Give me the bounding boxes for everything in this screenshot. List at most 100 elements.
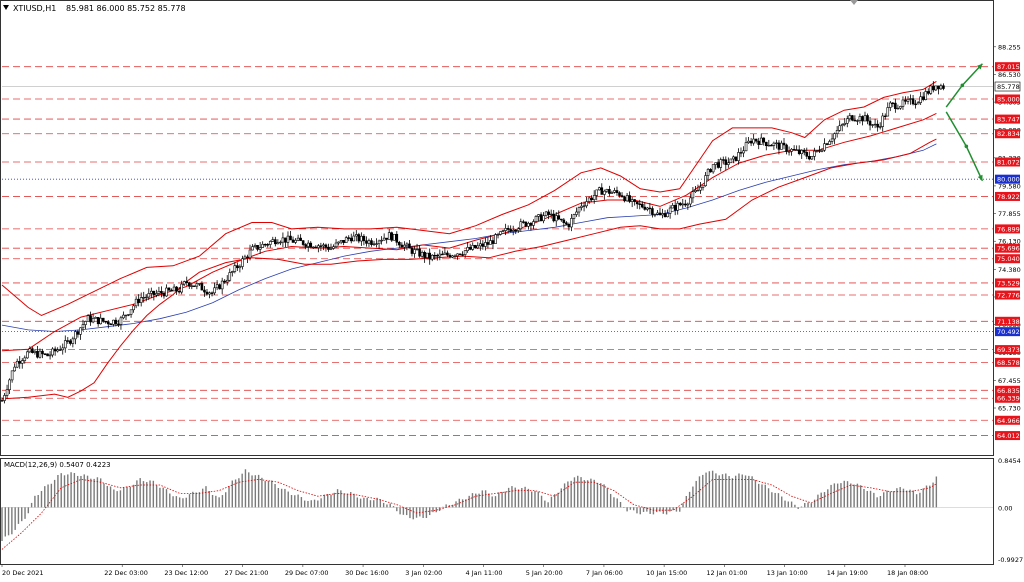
candle-body bbox=[625, 195, 629, 202]
candle-body bbox=[0, 400, 4, 402]
level-price-tag bbox=[995, 129, 1020, 139]
candle-body bbox=[797, 149, 801, 155]
candle-body bbox=[853, 119, 857, 122]
candle-body bbox=[106, 321, 110, 325]
time-tick-label: 4 Jan 11:00 bbox=[466, 569, 503, 577]
candle-body bbox=[871, 124, 874, 126]
level-price-tag-label: 70.492 bbox=[997, 328, 1020, 336]
level-price-tag-label: 72.776 bbox=[997, 292, 1020, 300]
arrow-head bbox=[976, 63, 983, 70]
candle-body bbox=[527, 222, 530, 227]
candle-body bbox=[403, 244, 406, 248]
candle-body bbox=[653, 214, 657, 216]
candle-body bbox=[549, 213, 553, 216]
candle-body bbox=[46, 353, 49, 357]
candle-body bbox=[724, 159, 728, 165]
candle-body bbox=[150, 290, 153, 294]
candle-body bbox=[929, 85, 933, 94]
candle-body bbox=[554, 215, 558, 222]
candle-body bbox=[334, 242, 338, 248]
candle-body bbox=[56, 349, 59, 352]
candle-body bbox=[63, 340, 67, 349]
candle-body bbox=[638, 203, 642, 205]
candle-body bbox=[823, 143, 826, 151]
candle-body bbox=[261, 243, 264, 248]
candle-body bbox=[704, 175, 707, 187]
level-price-tag-label: 64.966 bbox=[997, 417, 1020, 425]
candle-body bbox=[299, 237, 302, 241]
candle-body bbox=[58, 349, 62, 351]
candle-body bbox=[410, 247, 414, 254]
dropdown-icon[interactable] bbox=[3, 5, 9, 10]
candle-body bbox=[782, 142, 786, 146]
price-tick-label: 65.730 bbox=[998, 405, 1021, 413]
level-price-tag bbox=[995, 290, 1020, 300]
candle-body bbox=[830, 138, 834, 142]
candle-body bbox=[400, 244, 404, 248]
candle-body bbox=[544, 211, 548, 216]
candle-body bbox=[76, 331, 80, 335]
candle-body bbox=[466, 247, 469, 251]
candle-body bbox=[835, 130, 839, 134]
candle-body bbox=[243, 256, 247, 260]
candle-body bbox=[284, 237, 287, 243]
time-tick-label: 29 Dec 07:00 bbox=[285, 569, 329, 577]
candle-body bbox=[446, 252, 449, 256]
candle-body bbox=[567, 223, 571, 228]
candle-body bbox=[808, 156, 811, 160]
arrow-midpoint bbox=[960, 83, 965, 88]
candle-body bbox=[539, 214, 543, 222]
current-price-tag-label: 85.778 bbox=[997, 83, 1020, 91]
candle-body bbox=[828, 141, 831, 145]
candle-body bbox=[165, 287, 168, 297]
candle-body bbox=[112, 319, 115, 325]
candle-body bbox=[597, 187, 601, 191]
level-price-tag-label: 64.012 bbox=[997, 432, 1020, 440]
candle-body bbox=[13, 366, 16, 372]
candle-body bbox=[876, 123, 879, 128]
candle-body bbox=[433, 254, 437, 257]
level-price-tag-label: 87.015 bbox=[997, 63, 1020, 71]
time-axis[interactable]: 20 Dec 2021 22 Dec 03:00 23 Dec 12:00 27 De… bbox=[1, 564, 928, 577]
macd-histogram bbox=[1, 469, 993, 550]
candle-body bbox=[932, 85, 935, 91]
candle-body bbox=[448, 254, 452, 258]
candle-body bbox=[398, 242, 401, 246]
time-tick-label: 23 Dec 12:00 bbox=[164, 569, 208, 577]
candle-body bbox=[36, 350, 39, 358]
candle-body bbox=[729, 158, 733, 164]
candle-body bbox=[122, 314, 125, 319]
candle-body bbox=[28, 348, 32, 353]
candle-body bbox=[737, 152, 740, 161]
candle-body bbox=[489, 240, 492, 245]
candle-body bbox=[461, 254, 464, 256]
candle-body bbox=[306, 242, 310, 247]
macd-signal-line bbox=[1, 478, 937, 550]
chart-shift-marker-icon[interactable] bbox=[850, 0, 858, 5]
candle-body bbox=[155, 293, 158, 296]
candle-body bbox=[603, 190, 606, 195]
time-tick-label: 10 Jan 15:00 bbox=[646, 569, 687, 577]
candle-body bbox=[694, 189, 697, 193]
candle-body bbox=[790, 148, 793, 152]
candle-body bbox=[167, 287, 171, 291]
candle-body bbox=[5, 389, 9, 396]
candle-body bbox=[671, 205, 674, 209]
candle-body bbox=[109, 323, 113, 326]
candle-body bbox=[413, 249, 416, 254]
candle-body bbox=[906, 98, 910, 102]
candle-body bbox=[696, 189, 700, 192]
candle-body bbox=[848, 115, 852, 120]
level-price-tag bbox=[995, 316, 1020, 326]
candle-body bbox=[661, 213, 664, 216]
candle-body bbox=[66, 340, 70, 342]
candle-body bbox=[795, 149, 798, 151]
main-pane-frame bbox=[0, 0, 994, 456]
candle-body bbox=[205, 291, 209, 295]
time-tick-label: 14 Jan 19:00 bbox=[827, 569, 868, 577]
candle-body bbox=[904, 99, 907, 102]
level-price-tag-label: 66.339 bbox=[997, 395, 1020, 403]
candle-body bbox=[800, 150, 804, 155]
candle-body bbox=[339, 240, 343, 243]
